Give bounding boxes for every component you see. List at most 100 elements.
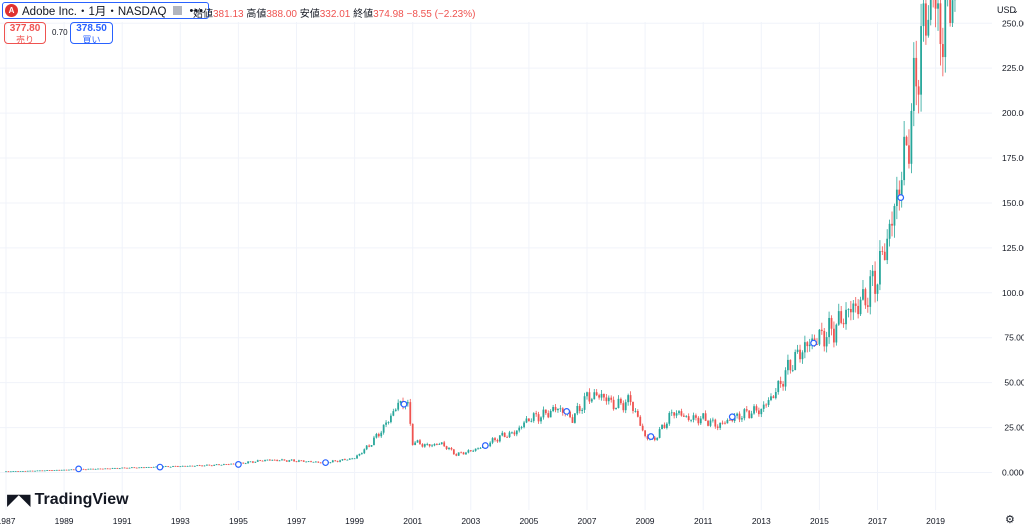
candle-body (58, 469, 61, 471)
candle-body (842, 322, 845, 325)
candle-body (668, 413, 671, 424)
candle-body (152, 466, 155, 468)
candle-body (755, 406, 758, 411)
candle-body (26, 470, 29, 472)
candle-body (920, 26, 922, 95)
candle-body (697, 417, 700, 424)
candle-body (632, 401, 634, 411)
candle-body (646, 436, 649, 439)
candle-body (29, 470, 32, 472)
candle-body (438, 444, 441, 445)
candle-body (944, 0, 947, 58)
candle-body (150, 467, 153, 468)
y-tick-label: 25.00 (1004, 423, 1024, 433)
candle-body (143, 467, 145, 469)
candle-body (390, 415, 392, 423)
candle-body (770, 396, 772, 401)
x-tick-label: 2003 (461, 516, 480, 526)
candle-body (264, 460, 266, 462)
buy-button[interactable]: 378.50 買い (70, 22, 113, 45)
candle-body (508, 432, 511, 438)
candle-body (586, 392, 588, 397)
candle-body (588, 392, 591, 402)
candle-body (9, 471, 12, 473)
candle-body (295, 461, 298, 463)
candle-body (36, 470, 39, 472)
more-icon[interactable]: ••• (189, 4, 205, 17)
symbol-title: Adobe Inc.・1月・NASDAQ (22, 5, 167, 18)
tradingview-logo[interactable]: ◤◥ TradingView (7, 490, 129, 510)
currency-selector[interactable]: USD (997, 5, 1017, 15)
candle-body (711, 419, 714, 421)
symbol-selector[interactable]: A Adobe Inc.・1月・NASDAQ ••• (2, 2, 210, 19)
candle-body (905, 136, 908, 146)
candle-body (782, 383, 784, 387)
x-tick-label: 2015 (810, 516, 829, 526)
y-tick-label: 125.00 (1002, 243, 1024, 253)
candle-body (624, 402, 627, 411)
low-label: 安値 (299, 9, 320, 20)
candles (5, 0, 956, 473)
candle-body (133, 467, 136, 469)
candle-body (738, 413, 741, 420)
candle-body (544, 409, 547, 414)
candle-body (477, 448, 479, 450)
candle-body (184, 465, 187, 467)
candle-body (210, 465, 213, 467)
event-marker (728, 413, 736, 421)
event-marker (234, 461, 242, 468)
candle-body (426, 444, 429, 445)
candle-body (300, 460, 303, 462)
flag-icon[interactable] (173, 6, 183, 15)
candle-body (716, 426, 719, 428)
candle-body (518, 427, 521, 431)
candle-body (910, 110, 913, 164)
chart-grid (0, 22, 992, 510)
candle-body (816, 344, 818, 345)
candle-body (532, 413, 535, 421)
candle-body (99, 468, 102, 470)
dividend-markers (75, 194, 905, 473)
candle-body (719, 422, 722, 428)
candle-body (607, 397, 610, 402)
candle-body (206, 464, 208, 466)
candle-body (201, 465, 203, 467)
candle-body (169, 466, 172, 468)
candle-body (741, 418, 743, 420)
candle-body (252, 461, 254, 463)
candle-body (552, 406, 555, 411)
candle-body (24, 470, 27, 472)
candle-body (528, 418, 530, 422)
candle-body (777, 380, 780, 393)
candle-body (825, 337, 828, 347)
candle-body (731, 420, 734, 421)
candle-body (307, 461, 310, 463)
candle-body (903, 136, 906, 181)
candle-body (431, 445, 433, 447)
candle-body (922, 3, 925, 27)
close-value: 374.98 (373, 9, 404, 20)
candle-body (622, 403, 625, 411)
candle-body (665, 423, 668, 428)
settings-icon[interactable]: ⚙ (1005, 514, 1015, 526)
candle-body (271, 459, 274, 461)
candle-body (515, 430, 518, 435)
candle-body (440, 442, 443, 445)
candle-body (849, 308, 852, 313)
candle-body (835, 324, 838, 343)
candle-body (644, 430, 646, 437)
chevron-down-icon[interactable]: ⌄ (1012, 6, 1019, 15)
tradingview-logo-text: TradingView (34, 491, 129, 508)
candle-body (796, 349, 799, 352)
candle-body (312, 461, 315, 463)
candle-body (748, 410, 751, 419)
candle-body (222, 464, 225, 465)
sell-button[interactable]: 377.80 売り (4, 22, 46, 45)
candle-body (494, 438, 496, 441)
candle-body (314, 461, 317, 463)
candle-body (193, 465, 196, 467)
candle-body (242, 462, 245, 464)
candle-body (266, 459, 269, 461)
candle-body (934, 0, 937, 9)
